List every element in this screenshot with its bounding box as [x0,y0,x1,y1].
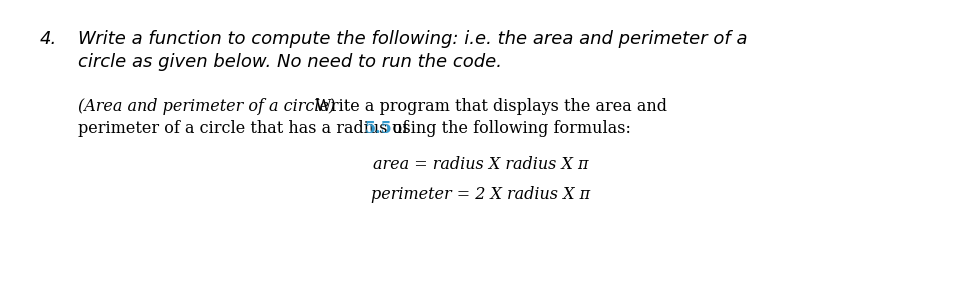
Text: 5.5: 5.5 [365,120,393,137]
Text: perimeter of a circle that has a radius of: perimeter of a circle that has a radius … [78,120,413,137]
Text: perimeter = 2 X radius X π: perimeter = 2 X radius X π [372,186,591,203]
Text: circle as given below. No need to run the code.: circle as given below. No need to run th… [78,53,502,71]
Text: Write a function to compute the following: i.e. the area and perimeter of a: Write a function to compute the followin… [78,30,748,48]
Text: 4.: 4. [40,30,58,48]
Text: area = radius X radius X π: area = radius X radius X π [373,156,589,173]
Text: Write a program that displays the area and: Write a program that displays the area a… [310,98,667,115]
Text: using the following formulas:: using the following formulas: [387,120,630,137]
Text: (Area and perimeter of a circle): (Area and perimeter of a circle) [78,98,335,115]
